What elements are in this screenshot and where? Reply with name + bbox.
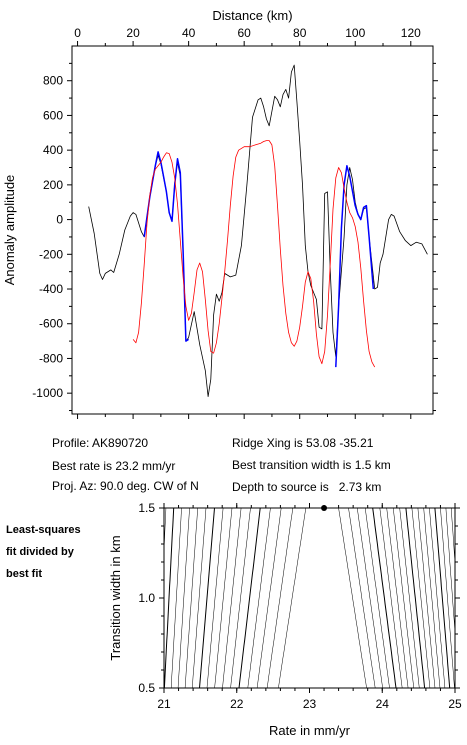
- x-tick-label: 24: [376, 697, 390, 711]
- contour-line: [247, 508, 271, 688]
- contour-line: [214, 508, 233, 688]
- x-tick-label: 23: [303, 697, 317, 711]
- x-tick-label: 21: [157, 697, 171, 711]
- x-tick-label: 60: [237, 26, 251, 40]
- contour-chart: 21 22 23 24 25 0.5 1.0 1.5 Rate in mm/yr Transi…: [108, 501, 467, 738]
- contour-line: [379, 508, 403, 688]
- y-axis-label: Anomaly amplitude: [2, 175, 17, 286]
- y-tick-label: -1000: [32, 386, 63, 400]
- x-tick-label: 80: [293, 26, 307, 40]
- y-tick-label: 1.0: [138, 591, 155, 605]
- contour-line: [177, 508, 190, 688]
- x-tick-label: 100: [345, 26, 365, 40]
- x-tick-label: 120: [401, 26, 421, 40]
- contour-line: [386, 508, 409, 688]
- contour-line: [417, 508, 436, 688]
- side-label-line-2: fit divided by: [6, 546, 74, 558]
- contour-line: [164, 508, 175, 688]
- best-fit-marker: [321, 505, 328, 511]
- side-label-line-1: Least-squares: [6, 524, 81, 536]
- depth-to-source-text: Depth to source is 2.73 km: [232, 480, 382, 494]
- contour-line: [445, 508, 455, 636]
- contour-line: [132, 508, 136, 688]
- y-tick-label: 1.5: [138, 501, 155, 515]
- y-tick-label: 0.5: [138, 681, 155, 695]
- contour-line: [393, 508, 415, 688]
- x-tick-label: 25: [448, 697, 462, 711]
- x-axis-label: Distance (km): [212, 8, 292, 23]
- contour-line: [364, 508, 390, 688]
- contour-line: [170, 508, 182, 688]
- side-label-line-3: best fit: [6, 568, 43, 580]
- profile-text: Profile: AK890720: [52, 436, 149, 450]
- y-tick-label: 800: [43, 74, 63, 88]
- contour-line: [278, 508, 307, 688]
- contour-line: [405, 508, 426, 688]
- projection-azimuth-text: Proj. Az: 90.0 deg. CW of N: [52, 479, 199, 493]
- contour-line: [338, 508, 367, 688]
- y-tick-label: -800: [39, 351, 63, 365]
- x-tick-label: 22: [230, 697, 244, 711]
- contour-line: [222, 508, 242, 688]
- contour-line: [184, 508, 198, 688]
- contour-plot-frame: [163, 507, 456, 689]
- contour-line: [125, 508, 128, 688]
- contour-line: [348, 508, 376, 688]
- contour-line: [434, 508, 451, 688]
- contour-line: [164, 508, 167, 556]
- contour-line: [429, 508, 446, 688]
- y-tick-label: 0: [56, 213, 63, 227]
- contour-line: [372, 508, 397, 688]
- x-tick-label: 20: [126, 26, 140, 40]
- x-tick-label: 40: [182, 26, 196, 40]
- contour-line: [462, 508, 467, 688]
- contour-line: [450, 508, 455, 566]
- contour-line: [256, 508, 282, 688]
- contour-line: [230, 508, 251, 688]
- contour-line: [206, 508, 224, 688]
- contour-line: [199, 508, 215, 688]
- y-tick-label: 200: [43, 178, 63, 192]
- best-rate-text: Best rate is 23.2 mm/yr: [52, 459, 176, 473]
- contour-line: [356, 508, 383, 688]
- series-line-0: [88, 64, 428, 397]
- contour-line: [440, 508, 455, 688]
- ridge-crossing-text: Ridge Xing is 53.08 -35.21: [232, 436, 374, 450]
- contour-line: [399, 508, 420, 688]
- series-line-1: [143, 151, 375, 368]
- y-tick-label: 400: [43, 143, 63, 157]
- x-tick-label: 0: [74, 26, 81, 40]
- contour-line: [191, 508, 207, 688]
- anomaly-plot-frame: [71, 45, 434, 415]
- y-axis-label: Transition width in km: [108, 535, 123, 660]
- y-tick-label: -600: [39, 317, 63, 331]
- contour-line: [423, 508, 441, 688]
- anomaly-chart: 0 20 40 60 80 100 120 -1000 -800 -600 -400 -200 0 200…: [2, 8, 438, 419]
- y-tick-label: -200: [39, 247, 63, 261]
- y-tick-label: 600: [43, 108, 63, 122]
- series-line-2: [132, 140, 376, 368]
- contour-line: [411, 508, 431, 688]
- y-tick-label: -400: [39, 282, 63, 296]
- contour-line: [238, 508, 261, 688]
- contour-line: [266, 508, 294, 688]
- x-axis-label: Rate in mm/yr: [269, 723, 351, 738]
- best-transition-width-text: Best transition width is 1.5 km: [232, 458, 391, 472]
